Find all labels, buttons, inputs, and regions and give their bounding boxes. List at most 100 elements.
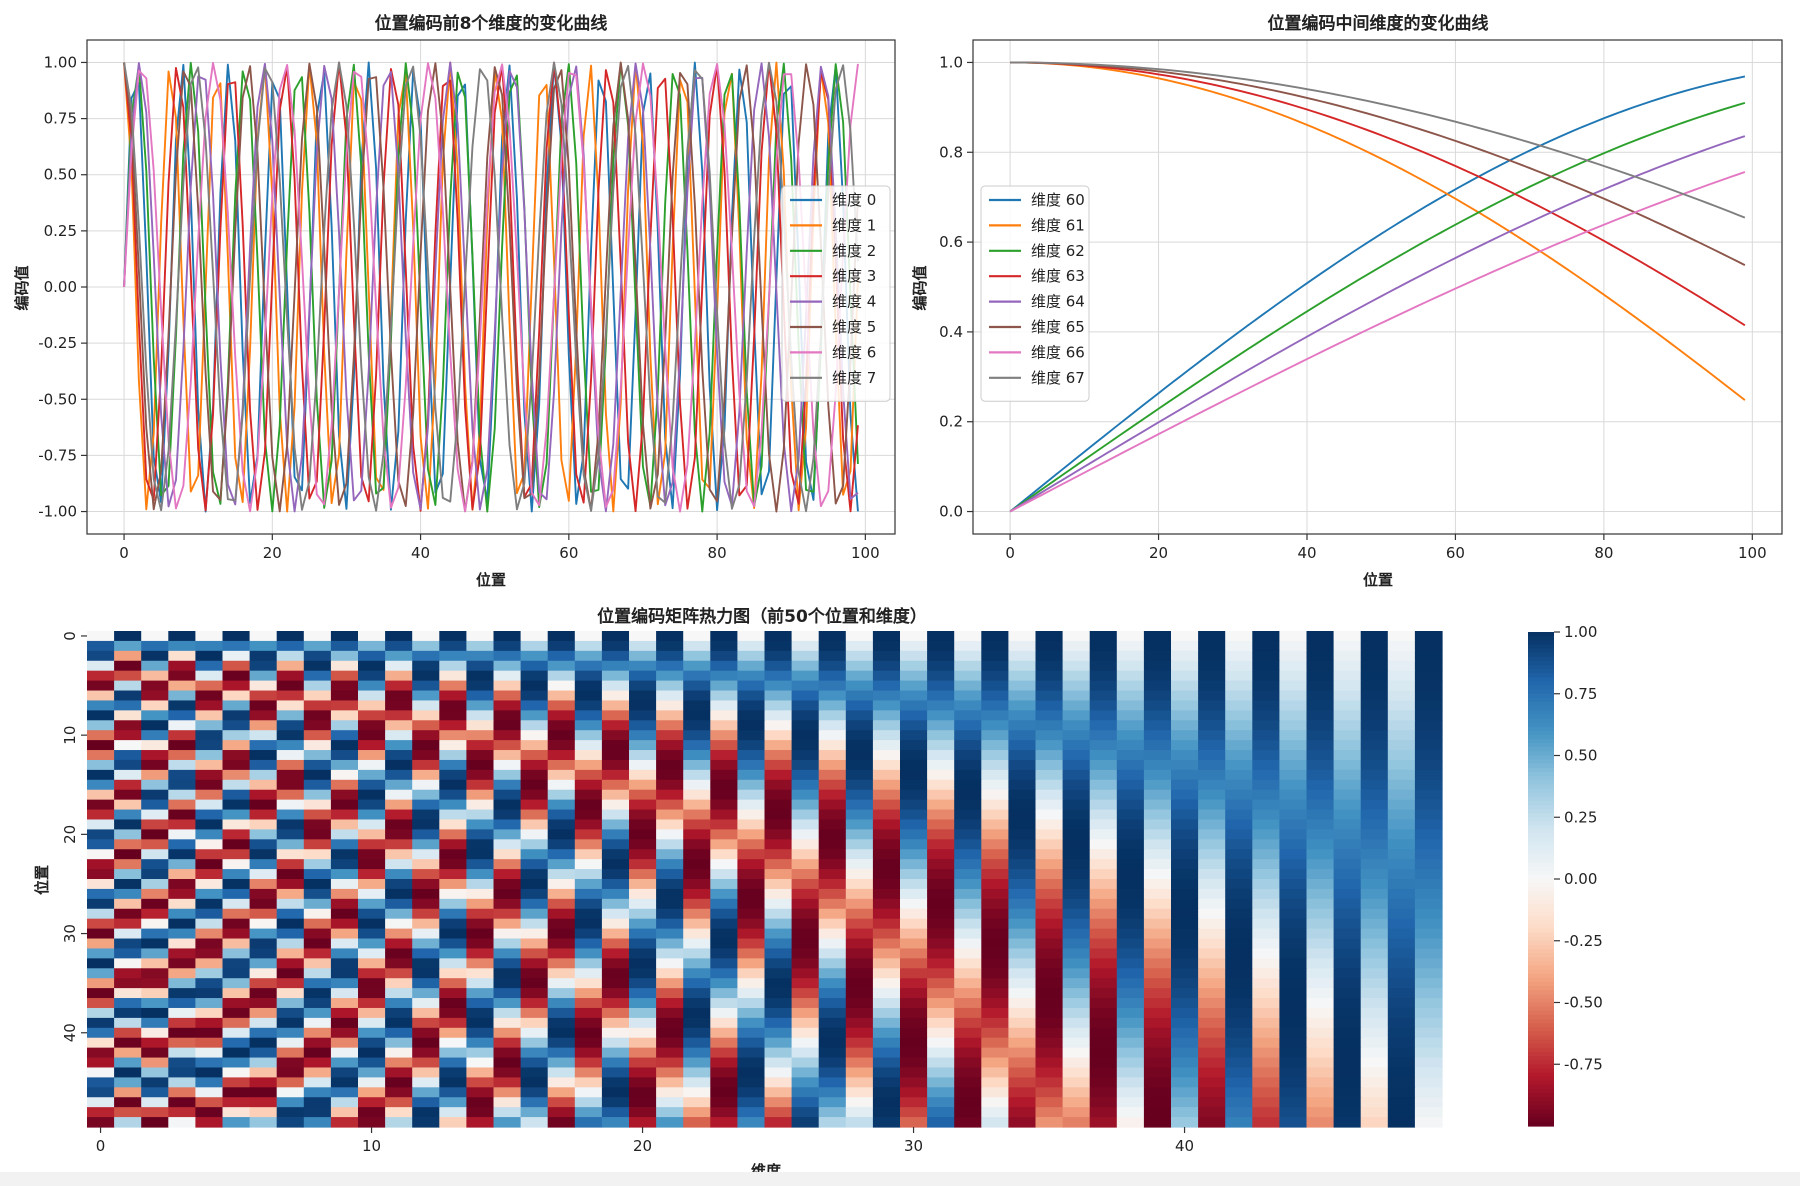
series-line-dim-60 xyxy=(1009,75,1746,513)
y-tick-label: 1.0 xyxy=(939,53,963,71)
heatmap-cell xyxy=(1171,750,1199,761)
colorbar-segment xyxy=(1528,1109,1554,1115)
heatmap-cell xyxy=(574,1027,603,1039)
heatmap-cell xyxy=(1387,779,1416,791)
heatmap-cell xyxy=(1333,750,1362,761)
heatmap-cell xyxy=(249,710,278,721)
heatmap-cell xyxy=(1008,958,1037,969)
heatmap-cell xyxy=(1008,1017,1037,1029)
heatmap-cell xyxy=(520,759,549,771)
colorbar-segment xyxy=(1528,1121,1554,1127)
heatmap-cell xyxy=(439,958,467,969)
series-line-dim-67 xyxy=(1010,61,1746,219)
heatmap-cell xyxy=(1333,740,1362,751)
heatmap-cell xyxy=(439,839,467,850)
heatmap-cell xyxy=(466,958,495,969)
heatmap-cell xyxy=(1252,829,1280,840)
heatmap-cell xyxy=(1035,938,1064,950)
heatmap-cell xyxy=(1198,750,1226,761)
heatmap-cell xyxy=(656,700,684,711)
heatmap-cell xyxy=(303,948,332,959)
heatmap-cell xyxy=(927,1047,955,1059)
heatmap-cell xyxy=(574,1057,603,1069)
heatmap-cell xyxy=(385,908,413,920)
heatmap-cell xyxy=(981,680,1009,692)
heatmap-cell xyxy=(629,809,657,821)
heatmap-cell xyxy=(358,1027,386,1039)
heatmap-cell xyxy=(710,829,738,840)
heatmap-cell xyxy=(791,1057,820,1069)
heatmap-cell xyxy=(1008,948,1037,959)
heatmap-cell xyxy=(1008,1057,1037,1069)
heatmap-cell xyxy=(141,908,169,920)
heatmap-cell xyxy=(791,819,820,830)
colorbar-segment xyxy=(1528,648,1554,654)
heatmap-cell xyxy=(764,1117,793,1128)
heatmap-cell xyxy=(1387,988,1416,999)
heatmap-cell xyxy=(1360,928,1389,940)
heatmap-cell xyxy=(358,1007,386,1019)
heatmap-cell xyxy=(1089,998,1118,1009)
legend-entry: 维度 61 xyxy=(1031,216,1085,234)
heatmap-cell xyxy=(1333,710,1362,721)
heatmap-cell xyxy=(1143,750,1172,761)
heatmap-cell xyxy=(872,968,901,979)
heatmap-cell xyxy=(1225,849,1253,860)
heatmap-cell xyxy=(1225,829,1253,840)
heatmap-cell xyxy=(1360,631,1389,642)
heatmap-cell xyxy=(737,730,766,741)
heatmap-cell xyxy=(981,819,1009,830)
heatmap-cell xyxy=(303,631,332,642)
heatmap-cell xyxy=(900,740,928,751)
heatmap-cell xyxy=(141,750,169,761)
heatmap-cell xyxy=(358,710,386,721)
heatmap-cell xyxy=(601,1117,630,1128)
heatmap-cell xyxy=(493,1067,522,1078)
heatmap-cell xyxy=(1035,958,1064,969)
heatmap-cell xyxy=(791,958,820,969)
heatmap-cell xyxy=(1225,859,1253,870)
heatmap-cell xyxy=(574,978,603,989)
colorbar-segment xyxy=(1528,1047,1554,1053)
heatmap-cell xyxy=(547,958,576,969)
heatmap-cell xyxy=(872,1027,901,1039)
heatmap-cell xyxy=(412,829,440,840)
heatmap-cell xyxy=(683,1067,711,1078)
heatmap-cell xyxy=(385,799,413,811)
heatmap-cell xyxy=(683,769,711,781)
heatmap-cell xyxy=(168,998,196,1009)
heatmap-cell xyxy=(412,769,440,781)
heatmap-cell xyxy=(1252,888,1280,900)
heatmap-cell xyxy=(114,829,142,840)
heatmap-cell xyxy=(845,1077,874,1088)
heatmap-cell xyxy=(1279,660,1308,672)
heatmap-cell xyxy=(303,740,332,751)
heatmap-cell xyxy=(385,879,413,890)
heatmap-cell xyxy=(358,968,386,979)
heatmap-cell xyxy=(358,988,386,999)
heatmap-cell xyxy=(114,769,142,781)
heatmap-cell xyxy=(1143,640,1172,652)
heatmap-cell xyxy=(764,978,793,989)
heatmap-cell xyxy=(195,1067,224,1078)
heatmap-cell xyxy=(385,759,413,771)
heatmap-cell xyxy=(412,1107,440,1118)
heatmap-cell xyxy=(1333,1037,1362,1049)
heatmap-cell xyxy=(330,988,359,999)
heatmap-cell xyxy=(574,938,603,950)
heatmap-cell xyxy=(385,650,413,662)
heatmap-cell xyxy=(330,640,359,652)
heatmap-cell xyxy=(87,988,115,999)
heatmap-cell xyxy=(1062,700,1091,711)
heatmap-cell xyxy=(1171,809,1199,821)
colorbar-tick-label: 0.00 xyxy=(1564,870,1597,888)
heatmap-cell xyxy=(1008,730,1037,741)
heatmap-cell xyxy=(954,918,982,930)
heatmap-cell xyxy=(1116,730,1145,741)
colorbar-segment xyxy=(1528,1072,1554,1078)
heatmap-cell xyxy=(114,650,142,662)
heatmap-cell xyxy=(141,700,169,711)
heatmap-cell xyxy=(385,968,413,979)
heatmap-cell xyxy=(954,938,982,950)
heatmap-cell xyxy=(629,829,657,840)
